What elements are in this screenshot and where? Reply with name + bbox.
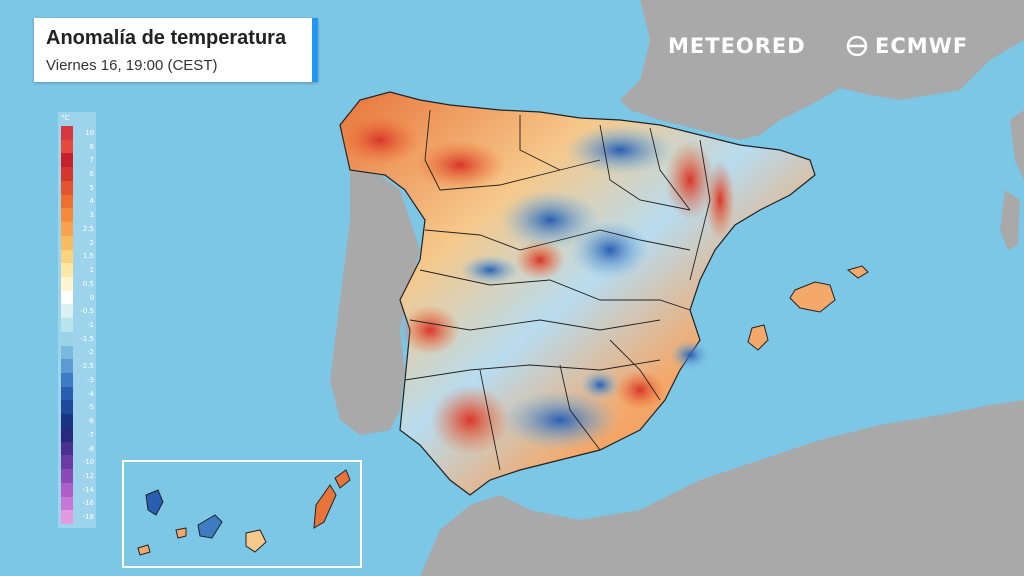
legend-label: -10 [82,458,94,467]
legend-label: -16 [82,499,94,508]
legend-swatch [61,208,73,223]
legend-label: 1.5 [82,252,94,261]
legend-swatch [61,331,73,347]
legend-label: 3 [89,211,94,220]
legend-swatch [61,386,73,401]
legend-swatch [61,373,73,388]
portugal-land [330,170,420,435]
legend-label: 0 [89,293,94,302]
legend-color-bar [61,126,73,525]
legend-label: 8 [89,142,94,151]
italy-land [1010,110,1024,180]
legend-label: 7 [89,156,94,165]
legend-swatch [61,249,73,264]
legend-label: -1 [87,321,94,329]
legend-swatch [61,482,73,498]
legend-swatch [61,469,73,484]
legend-label: -2.5 [80,362,94,371]
color-legend: °C 10 8 7 6 5 4 3 2.5 2 1.5 1 0.5 0 -0.5 -1 -1.5 -2 -2.5 -… [58,112,96,528]
legend-swatch [61,194,73,209]
legend-unit: °C [61,114,70,122]
legend-swatch [61,304,73,319]
menorca [846,265,869,279]
legend-label: 2 [89,238,94,247]
legend-swatch [61,222,73,237]
legend-swatch [61,400,73,415]
legend-swatch [61,126,73,141]
africa-land [420,400,1024,576]
legend-label: -8 [87,444,94,453]
legend-swatch [61,427,73,443]
legend-swatch [61,276,73,292]
legend-swatch [61,290,73,305]
legend-swatch [61,455,73,470]
legend-swatch [61,167,73,182]
legend-label: -7 [87,430,94,439]
legend-swatch [61,496,73,511]
legend-label: -4 [87,389,94,398]
legend-label: 10 [85,128,94,137]
legend-label: -0.5 [80,307,94,316]
legend-swatch [61,359,73,374]
legend-labels: 10 8 7 6 5 4 3 2.5 2 1.5 1 0.5 0 -0.5 -1 -1.5 -2 -2.5 -3 -4… [76,126,96,524]
meteored-logo: METEORED [668,34,806,58]
legend-label: -3 [87,375,94,384]
canary-inset-frame [122,460,362,568]
ecmwf-emblem-icon [846,36,868,56]
legend-label: -18 [82,513,94,522]
legend-swatch [61,180,73,196]
map-subtitle: Viernes 16, 19:00 (CEST) [46,57,218,74]
title-box: Anomalía de temperatura Viernes 16, 19:0… [34,18,318,82]
legend-swatch [61,235,73,250]
legend-swatch [61,345,73,360]
france-land [620,0,1024,140]
legend-label: 6 [89,170,94,179]
legend-label: 1 [89,266,94,275]
legend-swatch [61,263,73,278]
legend-label: -12 [82,471,94,480]
legend-label: -14 [82,485,94,494]
legend-label: 2.5 [82,224,94,233]
sardinia-land [1000,190,1020,250]
legend-swatch [61,510,73,525]
ecmwf-logo: ECMWF [875,34,969,58]
region-borders [404,109,711,471]
legend-swatch [61,414,73,429]
legend-swatch [61,441,73,456]
legend-label: -1.5 [80,334,94,343]
legend-label: -6 [87,417,94,426]
map-title: Anomalía de temperatura [46,27,287,49]
legend-label: -5 [87,403,94,412]
legend-swatch [61,153,73,168]
legend-label: 5 [89,183,94,192]
legend-label: 4 [89,197,94,206]
mallorca [789,281,836,313]
legend-swatch [61,139,73,154]
canary-islands [137,469,351,556]
legend-label: 0.5 [82,279,94,288]
ibiza [747,324,769,351]
legend-swatch [61,318,73,333]
legend-label: -2 [87,348,94,357]
